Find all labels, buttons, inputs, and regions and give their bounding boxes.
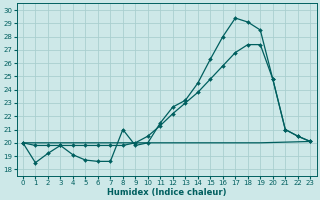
X-axis label: Humidex (Indice chaleur): Humidex (Indice chaleur) bbox=[107, 188, 226, 197]
